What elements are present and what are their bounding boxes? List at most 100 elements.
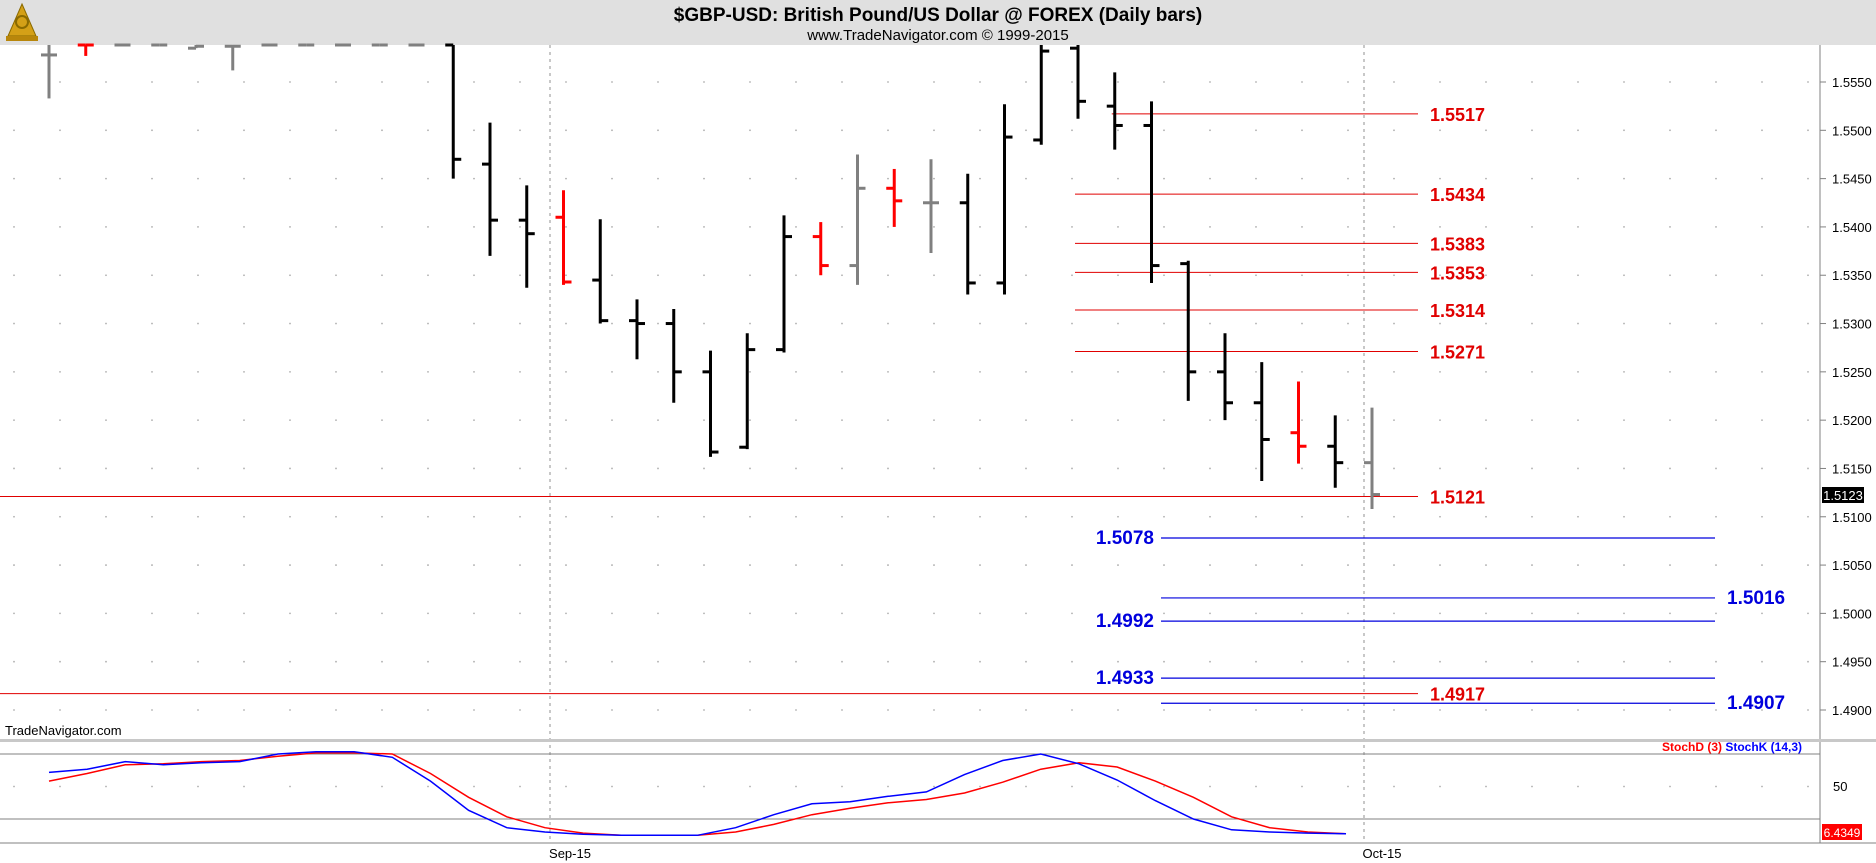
grid-dot — [841, 467, 843, 470]
grid-dot — [1117, 564, 1119, 566]
grid-dot — [105, 322, 107, 325]
grid-dot — [795, 81, 797, 83]
grid-dot — [381, 467, 383, 470]
grid-dot — [1623, 419, 1625, 422]
grid-dot — [565, 660, 567, 663]
grid-dot — [1715, 467, 1717, 470]
grid-dot — [1255, 226, 1257, 228]
grid-dot — [1025, 785, 1027, 788]
grid-dot — [887, 785, 889, 788]
grid-dot — [841, 419, 843, 422]
grid-dot — [657, 177, 659, 180]
grid-dot — [1715, 129, 1717, 132]
grid-dot — [381, 177, 383, 180]
grid-dot — [1393, 419, 1395, 422]
grid-dot — [1301, 177, 1303, 180]
grid-dot — [1761, 226, 1763, 228]
grid-dot — [197, 81, 199, 83]
red-level-label: 1.5314 — [1430, 301, 1485, 321]
grid-dot — [1301, 81, 1303, 83]
grid-dot — [565, 370, 567, 373]
ohlc-bars — [41, 43, 1380, 510]
grid-dot — [611, 660, 613, 663]
grid-dot — [473, 785, 475, 788]
blue-level-label: 1.4933 — [1096, 668, 1154, 689]
grid-dot — [1347, 129, 1349, 132]
grid-dot — [13, 564, 15, 566]
grid-dot — [1163, 564, 1165, 566]
grid-dot — [1209, 129, 1211, 132]
grid-dot — [1117, 177, 1119, 180]
grid-dot — [289, 785, 291, 788]
price-tick-label: 1.5400 — [1832, 220, 1872, 235]
grid-dot — [657, 564, 659, 566]
grid-dot — [197, 515, 199, 518]
grid-dot — [1071, 709, 1073, 711]
grid-dot — [1163, 785, 1165, 788]
grid-dot — [519, 709, 521, 711]
grid-dot — [795, 660, 797, 663]
grid-dot — [1255, 177, 1257, 180]
grid-dot — [289, 612, 291, 615]
grid-dot — [795, 177, 797, 180]
grid-dot — [1623, 370, 1625, 373]
grid-dot — [1623, 322, 1625, 325]
grid-dot — [243, 419, 245, 422]
grid-dot — [979, 177, 981, 180]
grid-dot — [1485, 612, 1487, 615]
stoch-series-line — [48, 751, 1347, 837]
grid-dot — [1301, 660, 1303, 663]
ohlc-bar — [923, 159, 939, 254]
grid-dot — [1623, 612, 1625, 615]
grid-dot — [1163, 322, 1165, 325]
grid-dot — [289, 129, 291, 132]
grid-dot — [887, 81, 889, 83]
grid-dot — [1439, 419, 1441, 422]
grid-dot — [243, 370, 245, 373]
grid-dot — [1347, 515, 1349, 518]
grid-dot — [1393, 564, 1395, 566]
grid-dot — [105, 515, 107, 518]
grid-dot — [1485, 660, 1487, 663]
stoch-last-value-label: 6.4349 — [1824, 826, 1861, 840]
grid-dot — [1393, 515, 1395, 518]
grid-dot — [197, 660, 199, 663]
grid-dot — [335, 419, 337, 422]
grid-dot — [1531, 322, 1533, 325]
grid-dot — [197, 709, 199, 711]
grid-dot — [1439, 660, 1441, 663]
grid-dot — [795, 612, 797, 615]
grid-dot — [1807, 785, 1809, 788]
grid-dot — [197, 564, 199, 566]
grid-dot — [1025, 81, 1027, 83]
grid-dot — [105, 129, 107, 132]
grid-dot — [887, 274, 889, 277]
grid-dot — [59, 274, 61, 277]
grid-dot — [1761, 419, 1763, 422]
grid-dot — [59, 785, 61, 788]
grid-dot — [1623, 177, 1625, 180]
grid-dot — [105, 660, 107, 663]
grid-dot — [611, 226, 613, 228]
grid-dot — [381, 515, 383, 518]
grid-dot — [1577, 660, 1579, 663]
grid-dot — [1117, 785, 1119, 788]
grid-dot — [473, 660, 475, 663]
date-tick-sep: Sep-15 — [549, 846, 591, 861]
grid-dot — [1807, 660, 1809, 663]
grid-dot — [1577, 515, 1579, 518]
ohlc-bar — [482, 122, 498, 256]
grid-dot — [59, 515, 61, 518]
grid-dot — [795, 785, 797, 788]
grid-dot — [611, 129, 613, 132]
grid-dot — [1393, 274, 1395, 277]
stochastic-grid — [13, 785, 1809, 788]
grid-dot — [1347, 612, 1349, 615]
grid-dot — [1347, 419, 1349, 422]
grid-dot — [289, 419, 291, 422]
grid-dot — [1623, 467, 1625, 470]
grid-dot — [1255, 564, 1257, 566]
red-level-label: 1.5271 — [1430, 343, 1485, 363]
grid-dot — [1071, 322, 1073, 325]
